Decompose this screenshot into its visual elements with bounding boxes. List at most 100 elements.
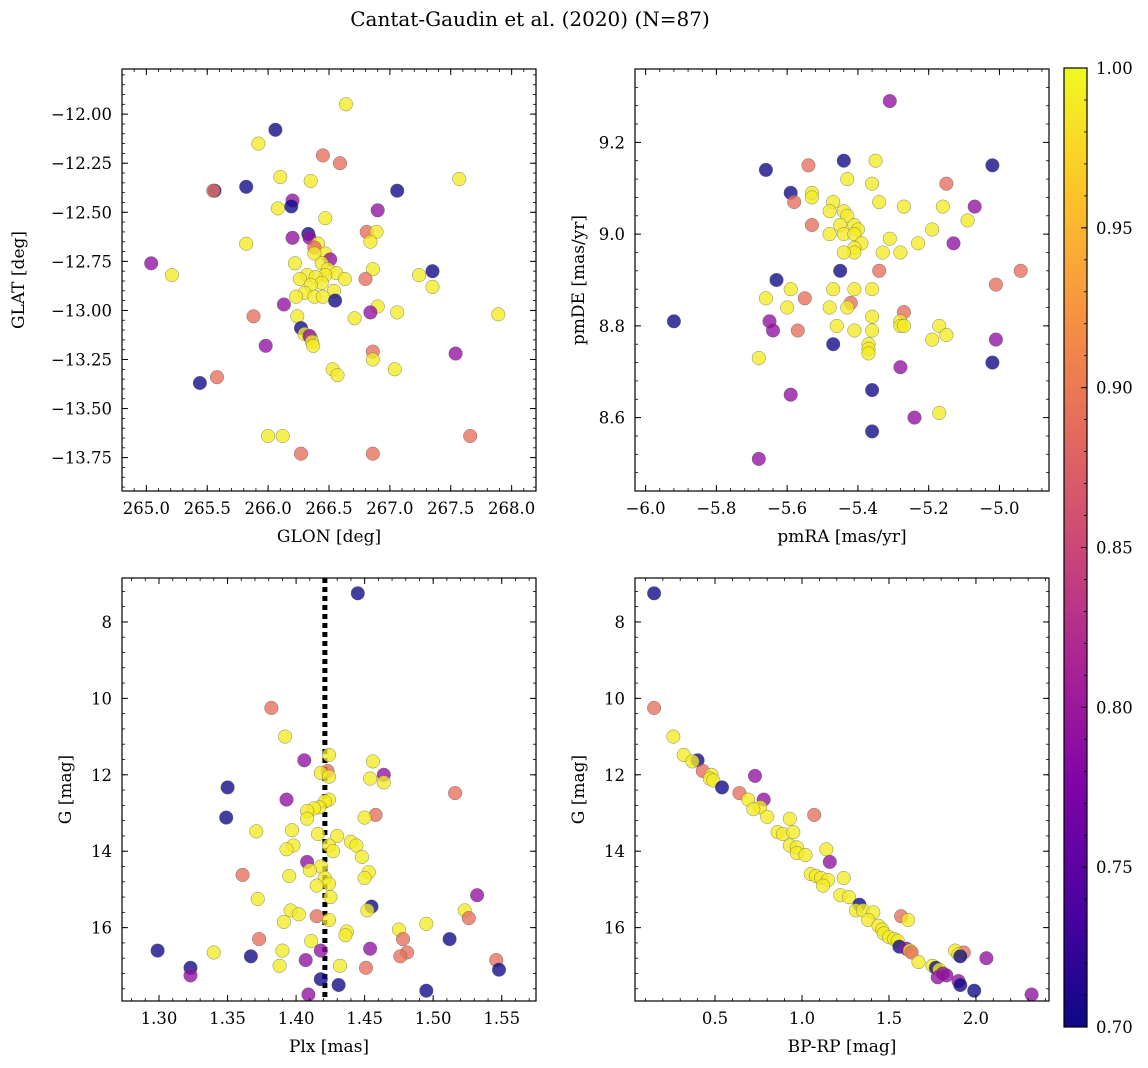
data-point xyxy=(313,943,328,958)
data-point xyxy=(685,754,700,769)
data-point xyxy=(419,916,434,931)
data-point xyxy=(390,305,405,320)
data-point xyxy=(907,410,922,425)
x-tick-label: 265.5 xyxy=(184,499,231,518)
data-point xyxy=(865,323,880,338)
data-point xyxy=(326,844,341,859)
data-point xyxy=(801,158,816,173)
proper-motion-panel: −6.0 −5.8 −5.6 −5.4 −5.2 −5.0 8.6 8.8 9.0 9.2 pmRA… xyxy=(569,68,1050,547)
data-point xyxy=(393,949,408,964)
data-point xyxy=(301,987,316,1002)
x-tick-label: −5.4 xyxy=(838,499,878,518)
data-point xyxy=(183,968,198,983)
y-tick-label: −13.00 xyxy=(51,301,112,320)
colorbar-tick-label: 0.85 xyxy=(1096,539,1133,558)
data-point xyxy=(219,810,234,825)
data-point xyxy=(826,282,841,297)
data-point xyxy=(363,771,378,786)
data-point xyxy=(491,307,506,322)
data-point xyxy=(758,291,773,306)
data-point xyxy=(358,271,373,287)
x-tick-label: 267.0 xyxy=(366,499,413,518)
y-tick-label: 14 xyxy=(91,842,112,861)
data-point xyxy=(376,775,391,790)
y-tick-label: 16 xyxy=(91,919,112,938)
y-tick-label: 8.8 xyxy=(599,317,625,336)
data-point xyxy=(332,156,348,171)
data-point xyxy=(829,318,844,333)
data-point xyxy=(291,907,306,922)
data-point xyxy=(780,300,795,315)
sky-position-panel: 265.0 265.5 266.0 266.5 267.0 267.5 268.0 −12.0… xyxy=(9,68,537,547)
data-point xyxy=(318,211,333,226)
data-point xyxy=(270,201,285,216)
x-axis-label: BP-RP [mag] xyxy=(788,1037,897,1057)
data-point xyxy=(261,428,276,444)
data-point xyxy=(666,314,681,329)
y-tick-label: 12 xyxy=(604,766,625,785)
data-point xyxy=(985,355,1000,370)
x-tick-label: 1.0 xyxy=(789,1009,815,1028)
data-point xyxy=(836,870,851,886)
data-point xyxy=(310,826,326,842)
data-point xyxy=(284,823,300,838)
data-point xyxy=(251,136,266,151)
data-point xyxy=(714,780,730,795)
data-point xyxy=(279,842,294,857)
x-tick-label: 1.35 xyxy=(209,1009,246,1028)
data-point xyxy=(279,792,294,807)
data-point xyxy=(349,838,364,853)
data-point xyxy=(760,809,775,824)
scatter-points xyxy=(666,94,1028,466)
data-point xyxy=(309,909,324,924)
data-point xyxy=(289,289,304,304)
colorbar-tick-label: 0.70 xyxy=(1096,1018,1133,1037)
data-point xyxy=(804,217,819,233)
y-tick-label: 9.2 xyxy=(599,133,625,152)
x-tick-label: 1.5 xyxy=(876,1009,902,1028)
data-point xyxy=(797,291,812,306)
data-point xyxy=(967,199,982,214)
data-point xyxy=(307,246,322,261)
data-point xyxy=(1024,987,1039,1002)
data-point xyxy=(284,199,299,214)
data-point xyxy=(304,933,319,949)
data-point xyxy=(321,876,337,891)
y-axis-label: G [mag] xyxy=(56,755,76,824)
data-point xyxy=(337,271,352,287)
data-point xyxy=(297,753,312,768)
data-point xyxy=(365,262,380,277)
x-tick-label: 265.0 xyxy=(123,499,170,518)
data-point xyxy=(647,700,662,715)
data-point xyxy=(323,890,338,905)
data-point xyxy=(298,953,313,968)
parallax-magnitude-panel: 1.30 1.35 1.40 1.45 1.50 1.55 8 10 12 14 16 Plx [ma… xyxy=(56,577,537,1057)
data-point xyxy=(787,194,802,210)
x-axis-label: Plx [mas] xyxy=(289,1037,369,1057)
data-point xyxy=(338,928,353,943)
data-point xyxy=(331,977,346,993)
data-point xyxy=(276,914,291,929)
x-tick-label: 1.45 xyxy=(346,1009,383,1028)
data-point xyxy=(365,352,380,367)
colorbar-tick-label: 0.95 xyxy=(1096,219,1133,238)
data-point xyxy=(463,428,478,444)
data-point xyxy=(666,729,681,744)
data-point xyxy=(783,282,798,297)
data-point xyxy=(822,300,837,315)
data-point xyxy=(357,870,372,886)
y-tick-label: 16 xyxy=(604,919,625,938)
x-tick-label: 267.5 xyxy=(427,499,474,518)
data-point xyxy=(250,891,265,907)
data-point xyxy=(872,194,887,210)
y-axis-label: pmDE [mas/yr] xyxy=(569,215,589,345)
data-point xyxy=(278,729,293,744)
data-point xyxy=(925,332,940,347)
data-point xyxy=(452,171,467,186)
data-point xyxy=(953,977,968,993)
data-point xyxy=(192,375,207,391)
membership-colorbar: 0.70 0.75 0.80 0.85 0.90 0.95 1.00 xyxy=(1063,59,1133,1037)
data-point xyxy=(865,383,880,398)
data-point xyxy=(882,231,897,246)
